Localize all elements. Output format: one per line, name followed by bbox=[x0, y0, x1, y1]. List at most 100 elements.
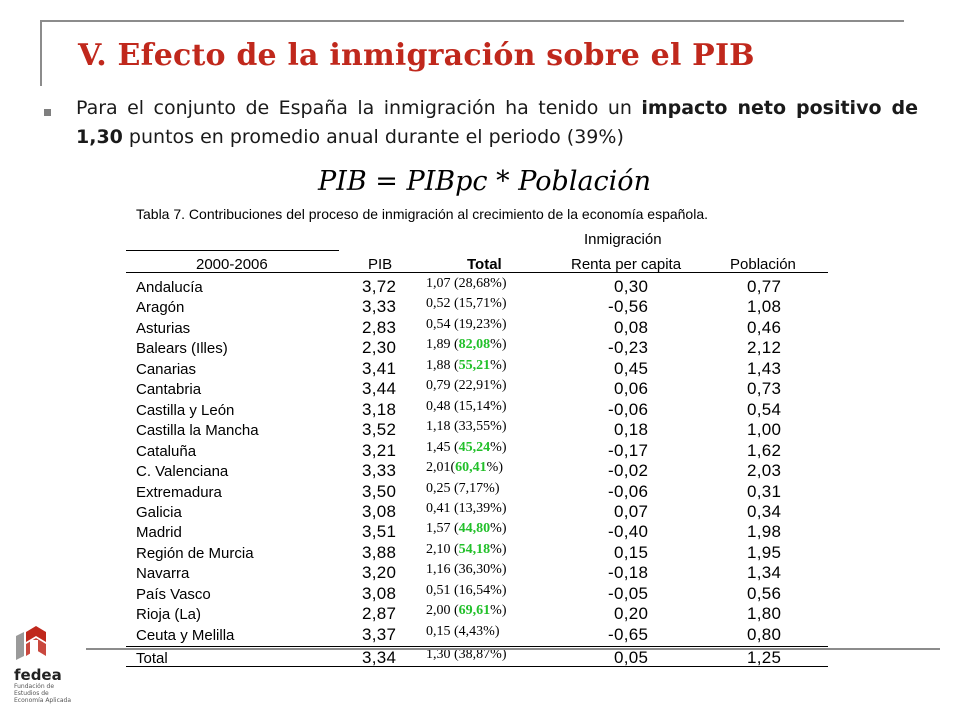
pib-value: 3,44 bbox=[362, 379, 397, 398]
total-percent: 19,23 bbox=[458, 317, 491, 332]
region-name: Rioja (La) bbox=[136, 606, 202, 623]
column-header: Total bbox=[467, 256, 502, 273]
total-value: 0,54 (19,23%) bbox=[426, 316, 507, 334]
total-percent: 54,18 bbox=[458, 542, 491, 557]
total-number: 2,01( bbox=[426, 460, 456, 475]
total-percent: 7,17 bbox=[458, 481, 484, 496]
formula: PIB = PIBpc * Población bbox=[318, 166, 651, 197]
total-number: 0,48 ( bbox=[426, 399, 459, 414]
slide-title: V. Efecto de la inmigración sobre el PIB bbox=[78, 38, 755, 73]
footer-line bbox=[86, 648, 940, 650]
total-percent: 55,21 bbox=[458, 358, 491, 373]
total-close: %) bbox=[490, 419, 507, 434]
region-name: Navarra bbox=[136, 565, 190, 582]
poblacion-value: 1,43 bbox=[747, 359, 782, 378]
header-rule-left bbox=[126, 250, 339, 251]
total-value: 0,52 (15,71%) bbox=[426, 295, 507, 313]
total-percent: 13,39 bbox=[458, 501, 491, 516]
bullet-text-post: puntos en promedio anual durante el peri… bbox=[122, 126, 624, 148]
pib-value: 3,33 bbox=[362, 461, 397, 480]
renta-value: 0,05 bbox=[614, 648, 649, 667]
bullet-text: Para el conjunto de España la inmigració… bbox=[76, 94, 918, 152]
frame-top-line bbox=[40, 20, 904, 22]
total-value: 1,16 (36,30%) bbox=[426, 561, 507, 579]
renta-value: 0,15 bbox=[614, 543, 649, 562]
renta-value: -0,02 bbox=[608, 461, 649, 480]
total-value: 0,15 (4,43%) bbox=[426, 623, 500, 641]
pib-value: 3,52 bbox=[362, 420, 397, 439]
total-percent: 16,54 bbox=[458, 583, 491, 598]
poblacion-value: 1,00 bbox=[747, 420, 782, 439]
pib-value: 2,30 bbox=[362, 338, 397, 357]
poblacion-value: 2,12 bbox=[747, 338, 782, 357]
total-close: %) bbox=[490, 399, 507, 414]
total-value: 0,79 (22,91%) bbox=[426, 377, 507, 395]
fedea-logo-icon bbox=[16, 626, 46, 660]
bullet-text-bold: impacto neto positivo de 1,30 bbox=[76, 97, 918, 148]
poblacion-value: 0,31 bbox=[747, 482, 782, 501]
total-value: 1,30 (38,87%) bbox=[426, 646, 507, 664]
total-close: %) bbox=[490, 317, 507, 332]
total-close: %) bbox=[490, 583, 507, 598]
renta-value: -0,65 bbox=[608, 625, 649, 644]
poblacion-value: 1,34 bbox=[747, 563, 782, 582]
poblacion-value: 1,25 bbox=[747, 648, 782, 667]
table-bottom-rule bbox=[126, 666, 828, 667]
pib-value: 3,33 bbox=[362, 297, 397, 316]
total-number: 1,18 ( bbox=[426, 419, 459, 434]
renta-value: -0,05 bbox=[608, 584, 649, 603]
pib-value: 3,50 bbox=[362, 482, 397, 501]
total-close: %) bbox=[486, 460, 503, 475]
total-value: 0,48 (15,14%) bbox=[426, 398, 507, 416]
total-percent: 82,08 bbox=[458, 337, 491, 352]
poblacion-value: 0,34 bbox=[747, 502, 782, 521]
renta-value: 0,06 bbox=[614, 379, 649, 398]
renta-value: -0,17 bbox=[608, 441, 649, 460]
pib-value: 3,37 bbox=[362, 625, 397, 644]
pib-value: 3,88 bbox=[362, 543, 397, 562]
region-name: Madrid bbox=[136, 524, 182, 541]
poblacion-value: 1,98 bbox=[747, 522, 782, 541]
total-close: %) bbox=[490, 521, 507, 536]
total-number: 1,57 ( bbox=[426, 521, 459, 536]
renta-value: -0,06 bbox=[608, 482, 649, 501]
total-number: 0,25 ( bbox=[426, 481, 459, 496]
total-close: %) bbox=[490, 337, 507, 352]
total-number: 0,52 ( bbox=[426, 296, 459, 311]
table-caption: Tabla 7. Contribuciones del proceso de i… bbox=[136, 206, 708, 222]
poblacion-value: 1,08 bbox=[747, 297, 782, 316]
logo-name: fedea bbox=[14, 666, 62, 684]
bullet-marker bbox=[44, 109, 51, 116]
total-close: %) bbox=[490, 276, 507, 291]
region-name: Total bbox=[136, 650, 168, 667]
renta-value: 0,20 bbox=[614, 604, 649, 623]
logo-sub-line: Estudios de bbox=[14, 690, 49, 697]
bullet-text-pre: Para el conjunto de España la inmigració… bbox=[76, 97, 642, 119]
poblacion-value: 0,80 bbox=[747, 625, 782, 644]
renta-value: 0,07 bbox=[614, 502, 649, 521]
total-top-rule bbox=[126, 646, 828, 647]
total-value: 0,25 (7,17%) bbox=[426, 480, 500, 498]
total-number: 0,15 ( bbox=[426, 624, 459, 639]
total-percent: 38,87 bbox=[458, 647, 491, 662]
renta-value: -0,23 bbox=[608, 338, 649, 357]
total-percent: 36,30 bbox=[458, 562, 491, 577]
renta-value: 0,18 bbox=[614, 420, 649, 439]
pib-value: 3,18 bbox=[362, 400, 397, 419]
region-name: Balears (Illes) bbox=[136, 340, 228, 357]
poblacion-value: 2,03 bbox=[747, 461, 782, 480]
total-close: %) bbox=[490, 542, 507, 557]
total-close: %) bbox=[490, 440, 507, 455]
total-value: 2,10 (54,18%) bbox=[426, 541, 507, 559]
total-close: %) bbox=[490, 358, 507, 373]
renta-value: 0,30 bbox=[614, 277, 649, 296]
poblacion-value: 0,73 bbox=[747, 379, 782, 398]
total-number: 1,45 ( bbox=[426, 440, 459, 455]
total-number: 2,00 ( bbox=[426, 603, 459, 618]
pib-value: 2,83 bbox=[362, 318, 397, 337]
total-value: 2,00 (69,61%) bbox=[426, 602, 507, 620]
region-name: Cantabria bbox=[136, 381, 202, 398]
renta-value: -0,56 bbox=[608, 297, 649, 316]
frame-left-line bbox=[40, 20, 42, 86]
column-header: 2000-2006 bbox=[196, 256, 268, 273]
